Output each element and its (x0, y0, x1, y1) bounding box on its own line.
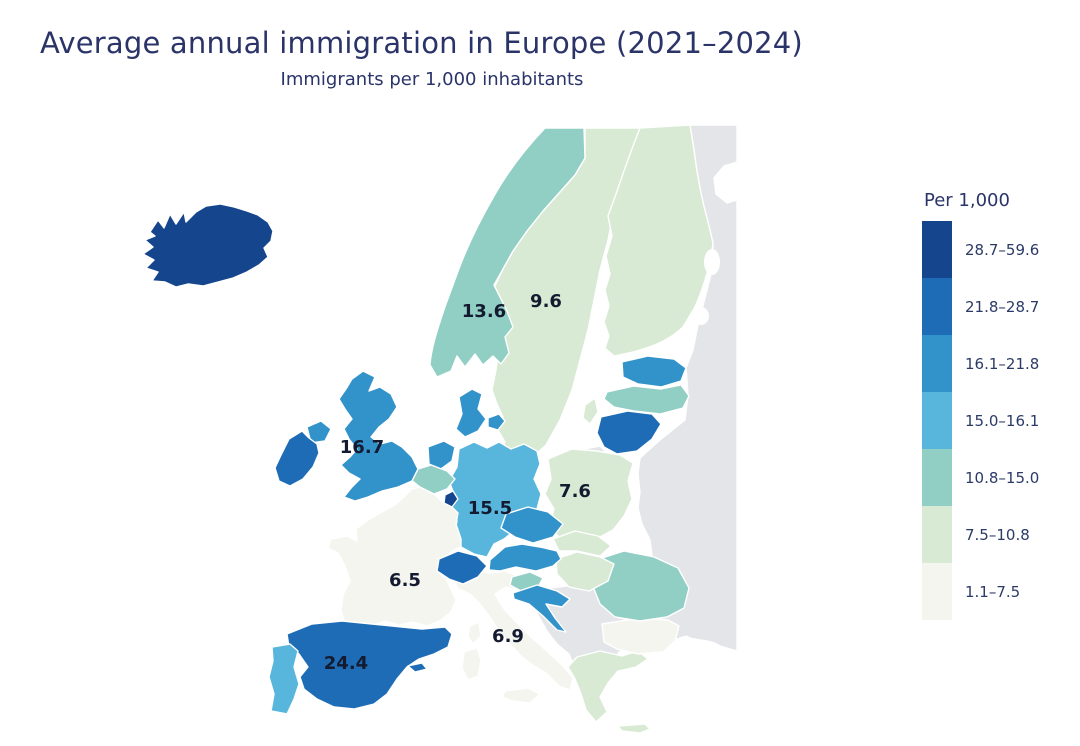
country-belgium[interactable] (409, 464, 456, 495)
legend-swatch (922, 278, 952, 335)
legend-row: 28.7–59.6 (922, 221, 1072, 278)
country-denmark[interactable] (455, 388, 487, 438)
map-value-label: 7.6 (559, 481, 591, 502)
country-france[interactable] (327, 486, 462, 630)
legend-colorbar: 28.7–59.6 21.8–28.7 16.1–21.8 15.0–16.1 10.8… (922, 221, 1072, 620)
country-poland[interactable] (544, 448, 634, 540)
chart-subtitle: Immigrants per 1,000 inhabitants (280, 69, 584, 90)
legend: Per 1,000 28.7–59.6 21.8–28.7 16.1–21.8 15.… (922, 190, 1072, 620)
country-norway[interactable] (429, 127, 586, 378)
legend-row: 7.5–10.8 (922, 506, 1072, 563)
legend-range-label: 15.0–16.1 (965, 411, 1040, 430)
legend-swatch (922, 335, 952, 392)
map-value-label: 6.5 (389, 570, 421, 591)
country-luxembourg[interactable] (443, 490, 459, 508)
country-slovakia[interactable] (552, 530, 612, 557)
legend-range-label: 7.5–10.8 (965, 525, 1030, 544)
lake-shape (693, 307, 709, 325)
country-iceland[interactable] (142, 203, 274, 288)
country-netherlands[interactable] (427, 440, 456, 470)
map-value-label: 6.9 (492, 626, 524, 647)
country-switzerland[interactable] (436, 550, 488, 585)
legend-range-label: 1.1–7.5 (965, 582, 1021, 601)
country-finland[interactable] (603, 124, 714, 357)
legend-row: 1.1–7.5 (922, 563, 1072, 620)
legend-row: 15.0–16.1 (922, 392, 1072, 449)
legend-swatch (922, 449, 952, 506)
legend-range-label: 28.7–59.6 (965, 240, 1040, 259)
country-austria[interactable] (488, 543, 562, 572)
legend-swatch (922, 563, 952, 620)
lake-shape (704, 249, 720, 275)
legend-swatch (922, 392, 952, 449)
legend-swatch (922, 221, 952, 278)
legend-row: 16.1–21.8 (922, 335, 1072, 392)
map-value-label: 13.6 (462, 301, 506, 322)
map-value-label: 16.7 (340, 437, 384, 458)
legend-title: Per 1,000 (924, 190, 1010, 211)
country-estonia[interactable] (621, 355, 687, 388)
country-croatia[interactable] (512, 584, 571, 633)
country-romania[interactable] (591, 550, 690, 622)
country-crete[interactable] (617, 723, 651, 734)
legend-swatch (922, 506, 952, 563)
country-portugal[interactable] (268, 643, 300, 715)
map-value-label: 24.4 (324, 653, 368, 674)
legend-range-label: 21.8–28.7 (965, 297, 1040, 316)
chart-title: Average annual immigration in Europe (20… (40, 26, 803, 60)
country-sicily[interactable] (501, 687, 541, 704)
country-lithuania[interactable] (596, 410, 662, 455)
country-czechia[interactable] (500, 506, 564, 544)
country-ireland[interactable] (274, 430, 320, 487)
country-denmark-islands[interactable] (487, 413, 506, 431)
country-corsica[interactable] (467, 621, 482, 645)
map-value-label: 9.6 (530, 291, 562, 312)
legend-row: 21.8–28.7 (922, 278, 1072, 335)
legend-row: 10.8–15.0 (922, 449, 1072, 506)
map-value-label: 15.5 (468, 498, 512, 519)
country-latvia[interactable] (603, 384, 690, 415)
country-balearic-islands[interactable] (407, 662, 428, 673)
legend-range-label: 10.8–15.0 (965, 468, 1040, 487)
country-sardinia[interactable] (461, 647, 482, 681)
country-hungary[interactable] (555, 551, 615, 592)
country-greece[interactable] (567, 650, 649, 723)
country-gotland[interactable] (582, 397, 599, 425)
country-spain[interactable] (286, 620, 453, 710)
country-united-kingdom[interactable] (338, 370, 419, 502)
legend-range-label: 16.1–21.8 (965, 354, 1040, 373)
